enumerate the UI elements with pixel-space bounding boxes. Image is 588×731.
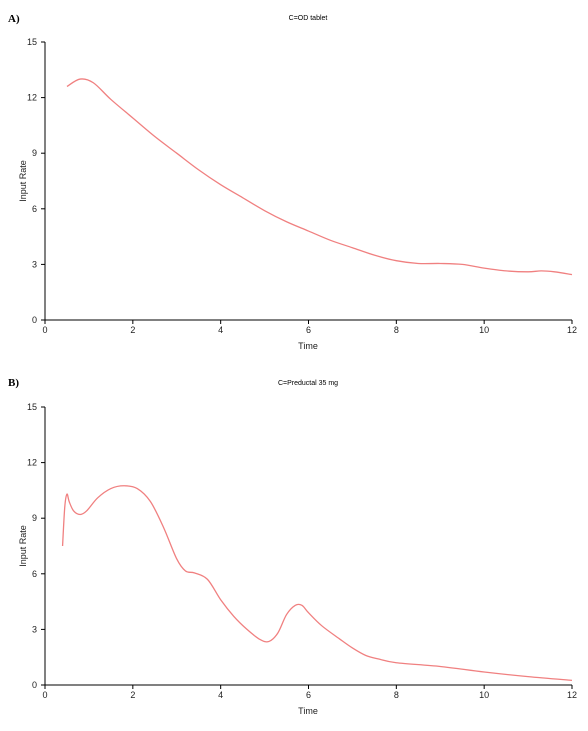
- series-line: [61, 485, 573, 682]
- x-axis-label: Time: [298, 341, 318, 351]
- series-line: [66, 78, 573, 276]
- x-tick-label: 10: [479, 690, 489, 700]
- y-tick-label: 15: [27, 37, 37, 47]
- y-axis-label: Input Rate: [18, 160, 28, 202]
- y-tick-label: 3: [32, 259, 37, 269]
- y-axis-label: Input Rate: [18, 525, 28, 567]
- x-tick-label: 4: [218, 325, 223, 335]
- y-tick-label: 0: [32, 315, 37, 325]
- x-tick-label: 12: [567, 325, 577, 335]
- y-tick-label: 15: [27, 402, 37, 412]
- x-tick-label: 12: [567, 690, 577, 700]
- chart-title: C=Preductal 35 mg: [278, 380, 338, 387]
- x-tick-label: 4: [218, 690, 223, 700]
- panel-label: B): [8, 377, 19, 389]
- y-tick-label: 6: [32, 204, 37, 214]
- tick-layer: 0 2 4 6 8 10 12 0 3 6 9 12 15: [27, 37, 577, 335]
- panel-a: A) C=OD tablet Time Input Rate 0 2 4 6 8 10 12…: [8, 13, 577, 351]
- x-tick-label: 10: [479, 325, 489, 335]
- panel-label: A): [8, 13, 20, 25]
- y-tick-label: 0: [32, 680, 37, 690]
- y-tick-label: 9: [32, 148, 37, 158]
- tick-layer: 0 2 4 6 8 10 12 0 3 6 9 12 15: [27, 402, 577, 700]
- x-tick-label: 2: [130, 690, 135, 700]
- x-tick-label: 0: [42, 690, 47, 700]
- y-tick-label: 9: [32, 513, 37, 523]
- x-tick-label: 6: [306, 690, 311, 700]
- y-tick-label: 6: [32, 569, 37, 579]
- x-tick-label: 8: [394, 325, 399, 335]
- y-tick-label: 12: [27, 93, 37, 103]
- y-tick-label: 3: [32, 624, 37, 634]
- y-tick-label: 12: [27, 458, 37, 468]
- mark-layer: [66, 78, 573, 276]
- x-axis-label: Time: [298, 706, 318, 716]
- x-tick-label: 6: [306, 325, 311, 335]
- x-tick-label: 0: [42, 325, 47, 335]
- x-tick-label: 8: [394, 690, 399, 700]
- chart-title: C=OD tablet: [289, 15, 328, 22]
- panel-b: B) C=Preductal 35 mg Time Input Rate 0 2 4…: [8, 377, 577, 716]
- x-tick-label: 2: [130, 325, 135, 335]
- mark-layer: [61, 485, 573, 682]
